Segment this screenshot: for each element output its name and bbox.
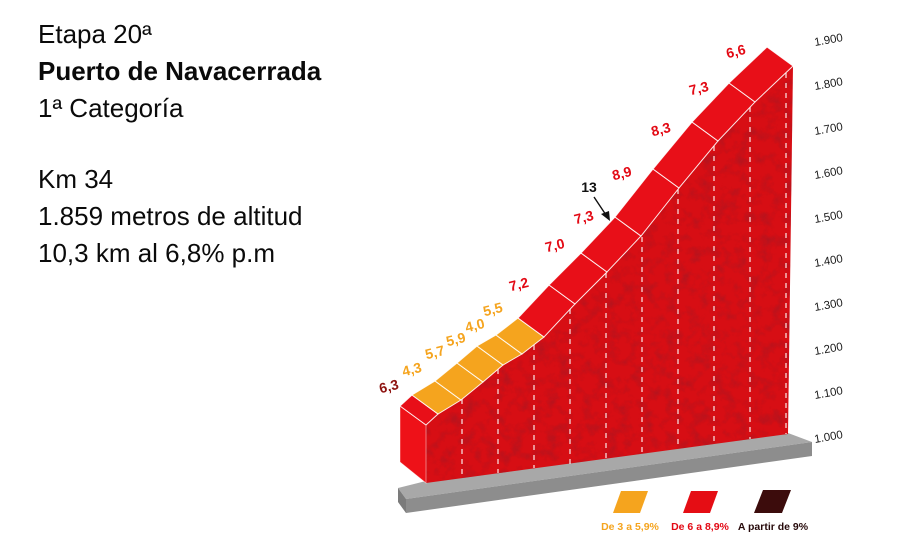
gradient-label: 5,5: [481, 299, 504, 319]
altitude-tick: 1.500: [813, 209, 843, 226]
gradient-label: 7,3: [687, 78, 710, 98]
max-gradient-callout: 13: [581, 179, 610, 221]
callout-arrow-line: [593, 196, 607, 216]
base-front-face: [406, 442, 812, 513]
gradient-ribbon: [399, 46, 794, 426]
legend-label-orange: De 3 a 5,9%: [601, 521, 659, 533]
altitude-tick: 1.400: [813, 253, 843, 270]
gradient-label: 5,9: [444, 329, 467, 349]
callout-arrow-head: [601, 211, 610, 221]
climb-altitude: 1.859 metros de altitud: [38, 201, 303, 231]
climb-distance-gradient: 10,3 km al 6,8% p.m: [38, 238, 275, 268]
gradient-label: 4,0: [463, 315, 486, 335]
gradient-label: 6,6: [724, 41, 747, 61]
stage-info-panel: Etapa 20ª Puerto de Navacerrada 1ª Categ…: [38, 16, 321, 272]
legend-swatch-red: [683, 491, 718, 513]
altitude-tick: 1.100: [813, 385, 843, 402]
gradient-label: 8,9: [610, 163, 633, 183]
climb-km: Km 34: [38, 164, 114, 194]
gradient-label: 7,3: [572, 207, 595, 227]
legend-label-red: De 6 a 8,9%: [671, 521, 729, 533]
gradient-label: 5,7: [423, 342, 446, 362]
base-left-cap: [398, 488, 406, 513]
altitude-tick: 1.600: [813, 165, 843, 182]
gradient-label: 7,0: [543, 235, 566, 255]
climb-category: 1ª Categoría: [38, 93, 184, 123]
altitude-axis: 1.900 1.800 1.700 1.600 1.500 1.400 1.30…: [813, 32, 843, 446]
max-gradient-label: 13: [581, 179, 597, 195]
stage-number: Etapa 20ª: [38, 19, 152, 49]
legend: De 3 a 5,9% De 6 a 8,9% A partir de 9%: [601, 490, 809, 533]
gradient-label: 7,2: [507, 274, 530, 294]
altitude-tick: 1.200: [813, 341, 843, 358]
base-platform: [398, 433, 812, 513]
km-gridlines: [461, 73, 787, 478]
legend-swatch-dark: [754, 490, 791, 513]
altitude-tick: 1.700: [813, 121, 843, 138]
base-top-face: [398, 433, 812, 499]
gradient-label: 8,3: [649, 119, 672, 139]
climb-name: Puerto de Navacerrada: [38, 56, 322, 86]
gradient-labels: 6,3 4,3 5,7 5,9 4,0 5,5 7,2 7,0 7,3 8,9 …: [377, 41, 747, 396]
legend-swatch-orange: [613, 491, 648, 513]
gradient-label: 4,3: [400, 359, 423, 379]
altitude-tick: 1.000: [813, 429, 843, 446]
altitude-tick: 1.800: [813, 76, 843, 93]
gradient-label: 6,3: [377, 376, 400, 396]
altitude-tick: 1.300: [813, 297, 843, 314]
ribbon-segment-6.6: [728, 46, 794, 103]
altitude-tick: 1.900: [813, 32, 843, 49]
legend-label-dark: A partir de 9%: [738, 521, 809, 533]
